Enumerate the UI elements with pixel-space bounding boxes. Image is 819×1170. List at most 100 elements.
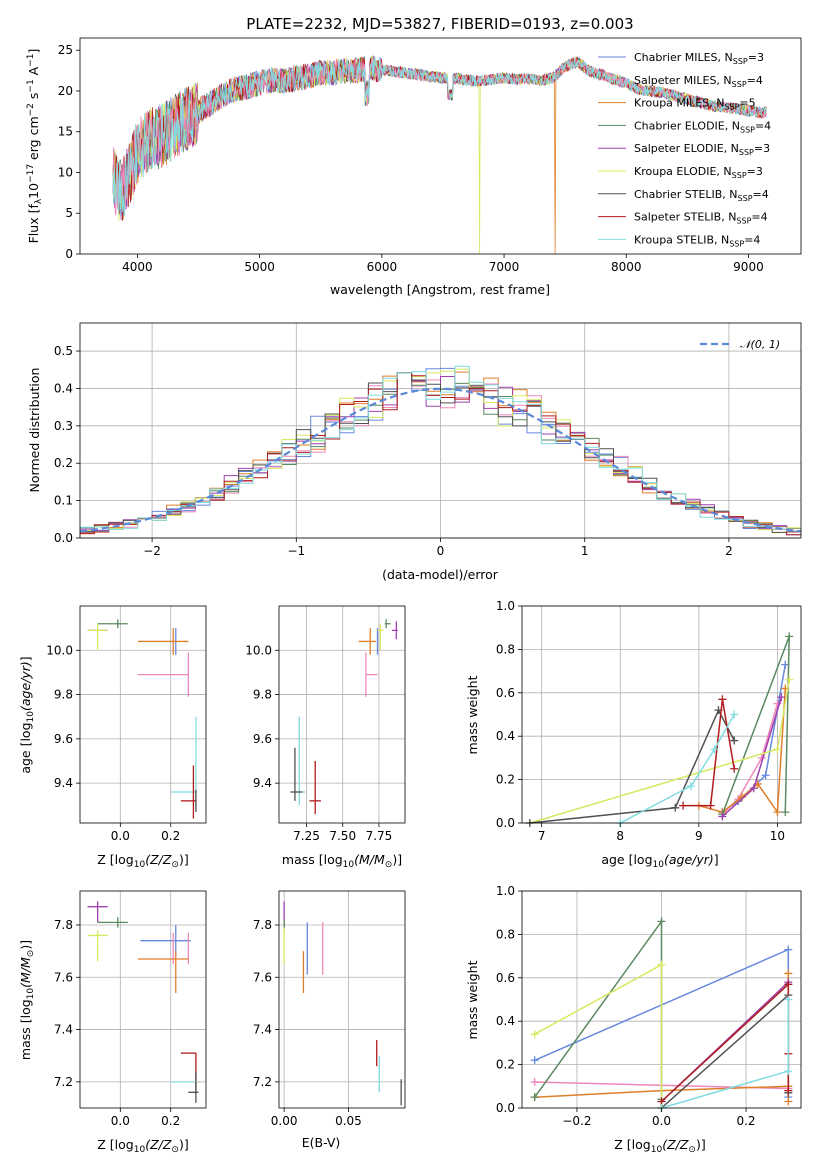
weight-line-kroupa_miles — [698, 688, 787, 815]
y-tick-label: 10 — [58, 165, 73, 179]
y-tick-label: 0.8 — [496, 642, 515, 656]
x-tick-label: 0.2 — [161, 829, 180, 843]
y-tick-label: 0.4 — [496, 729, 515, 743]
spectrum-line-8 — [112, 56, 767, 217]
y-tick-label: 7.8 — [253, 918, 272, 932]
axes-frame — [278, 605, 406, 824]
axes-frame — [79, 605, 207, 824]
x-tick-label: 7.50 — [329, 829, 356, 843]
y-tick-label: 0.4 — [496, 1014, 515, 1028]
y-tick-label: 0.2 — [54, 456, 73, 470]
weight-marker — [679, 801, 688, 810]
x-tick-label: 5000 — [244, 260, 275, 274]
x-tick-label: 9 — [695, 829, 703, 843]
y-tick-label: 1.0 — [496, 599, 515, 613]
y-tick-label: 10.0 — [46, 643, 73, 657]
legend-label: Salpeter STELIB, NSSP=4 — [634, 211, 768, 226]
legend-label: Salpeter MILES, NSSP=4 — [634, 74, 763, 89]
y-tick-label: 0.6 — [496, 686, 515, 700]
y-tick-label: 0.0 — [496, 816, 515, 830]
x-tick-label: 6000 — [367, 260, 398, 274]
legend-label: Chabrier STELIB, NSSP=4 — [634, 188, 769, 203]
y-tick-label: 9.6 — [253, 732, 272, 746]
weight-marker — [730, 710, 739, 719]
x-tick-label: 4000 — [122, 260, 153, 274]
y-tick-label: 0 — [65, 247, 73, 261]
residual-legend: 𝒩(0, 1) — [700, 338, 780, 351]
massE-x-label: E(B-V) — [302, 1135, 341, 1150]
y-tick-label: 15 — [58, 125, 73, 139]
y-tick-label: 0.5 — [54, 344, 73, 358]
weight-marker — [784, 1067, 793, 1076]
ageZ-y-label: age [log10(age/yr)] — [18, 656, 36, 773]
weight-marker — [784, 1086, 793, 1095]
x-tick-label: −1 — [287, 544, 305, 558]
x-tick-label: −2 — [143, 544, 161, 558]
weight-marker — [773, 808, 782, 817]
weight-marker — [784, 1097, 793, 1106]
ageM-x-label: mass [log10(M/M⊙)] — [282, 852, 402, 870]
y-tick-label: 20 — [58, 84, 73, 98]
y-tick-label: 0.8 — [496, 927, 515, 941]
y-tick-label: 0.6 — [496, 971, 515, 985]
spectrum-y-label: Flux [fλ10−17 erg cm−2 s−1 A−1] — [26, 49, 44, 244]
y-tick-label: 0.0 — [54, 531, 73, 545]
mass-vs-metallicity-plot: 0.0 0.2 7.2 7.4 7.6 7.8 — [54, 890, 207, 1128]
y-tick-label: 9.4 — [253, 776, 272, 790]
weight-marker — [706, 801, 715, 810]
x-tick-label: 8000 — [611, 260, 642, 274]
weight-marker — [784, 945, 793, 954]
weight-marker — [530, 1056, 539, 1065]
x-tick-label: 9000 — [733, 260, 764, 274]
y-tick-label: 7.4 — [253, 1023, 272, 1037]
y-tick-label: 7.4 — [54, 1023, 73, 1037]
axes-frame — [278, 890, 406, 1109]
weight-marker — [710, 745, 719, 754]
weight-line-kroupa_stelib — [619, 714, 735, 824]
x-tick-label: 0.2 — [736, 1114, 755, 1128]
weight-marker — [718, 695, 727, 704]
weight-marker — [671, 803, 680, 812]
spectrum-title: PLATE=2232, MJD=53827, FIBERID=0193, z=0… — [246, 15, 633, 33]
x-tick-label: 7000 — [489, 260, 520, 274]
wZ-x-label: Z [log10(Z/Z⊙)] — [614, 1137, 705, 1155]
y-tick-label: 7.2 — [253, 1075, 272, 1089]
y-tick-label: 5 — [65, 206, 73, 220]
massZ-x-label: Z [log10(Z/Z⊙)] — [97, 1137, 188, 1155]
axes-frame — [79, 37, 802, 255]
residual-histogram: −2 −1 0 1 2 0.0 0.1 0.2 0.3 0.4 0.5 — [54, 322, 802, 558]
y-tick-label: 7.8 — [54, 918, 73, 932]
weight-marker — [530, 1093, 539, 1102]
spectrum-x-label: wavelength [Angstrom, rest frame] — [330, 282, 550, 297]
weight-marker — [781, 808, 790, 817]
wAge-x-label: age [log10(age/yr)] — [601, 852, 718, 870]
y-tick-label: 9.8 — [253, 688, 272, 702]
axes-frame — [521, 605, 802, 824]
legend-label: Salpeter ELODIE, NSSP=3 — [634, 142, 770, 157]
weight-marker — [785, 632, 794, 641]
weight-marker — [784, 969, 793, 978]
y-tick-label: 1.0 — [496, 884, 515, 898]
spectrum-legend: Chabrier MILES, NSSP=3 Salpeter MILES, NS… — [598, 51, 771, 248]
x-tick-label: 7 — [538, 829, 546, 843]
x-tick-label: 0 — [437, 544, 445, 558]
legend-label: Chabrier MILES, NSSP=3 — [634, 51, 764, 66]
y-tick-label: 0.2 — [496, 1058, 515, 1072]
y-tick-label: 9.4 — [54, 776, 73, 790]
x-tick-label: 0.05 — [335, 1114, 362, 1128]
histogram-kroupa_stelib — [80, 365, 801, 532]
legend-label: Kroupa ELODIE, NSSP=3 — [634, 165, 763, 180]
weight-marker — [530, 1077, 539, 1086]
y-tick-label: 0.3 — [54, 419, 73, 433]
wZ-y-label: mass weight — [465, 960, 480, 1039]
weight-marker — [530, 1030, 539, 1039]
x-tick-label: 0.2 — [161, 1114, 180, 1128]
axes-frame — [79, 890, 207, 1109]
weight-marker — [730, 764, 739, 773]
age-vs-mass-plot: 7.25 7.50 7.75 9.4 9.6 9.8 10.0 — [245, 605, 406, 843]
age-vs-metallicity-plot: 0.0 0.2 9.4 9.6 9.8 10.0 — [46, 605, 207, 843]
weight-marker — [730, 736, 739, 745]
weight-marker — [777, 693, 786, 702]
x-tick-label: 8 — [616, 829, 624, 843]
